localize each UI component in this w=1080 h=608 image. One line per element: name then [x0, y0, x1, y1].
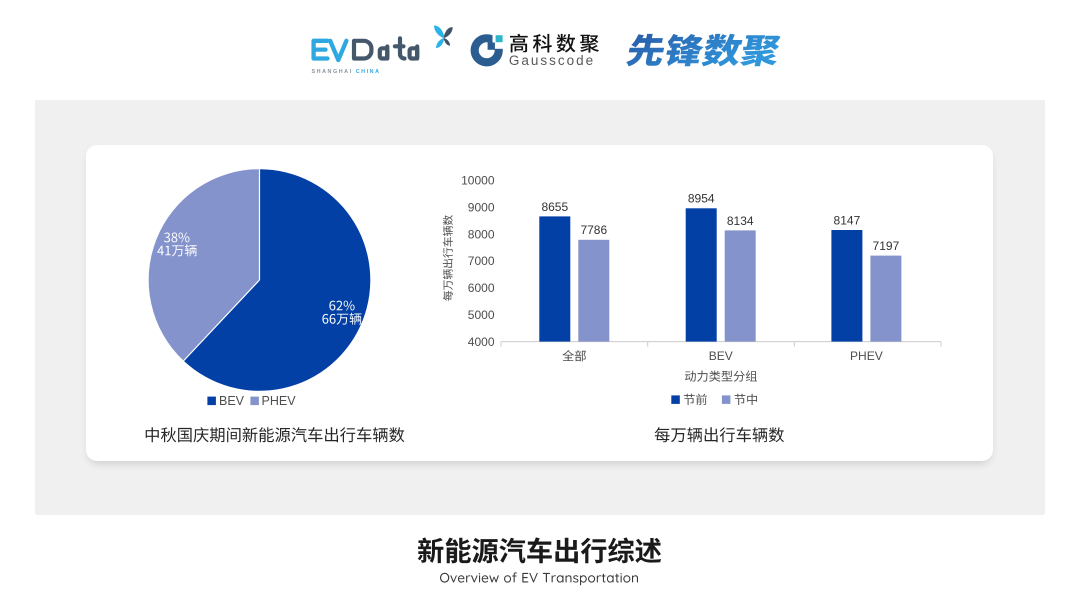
svg-text:8655: 8655	[541, 200, 568, 214]
svg-text:5000: 5000	[468, 308, 495, 322]
svg-text:SHANGHAI CHINA: SHANGHAI CHINA	[312, 69, 381, 75]
svg-text:Gausscode: Gausscode	[509, 53, 595, 68]
svg-text:7197: 7197	[873, 239, 900, 253]
svg-text:7000: 7000	[468, 254, 495, 268]
svg-text:9000: 9000	[468, 200, 495, 214]
svg-text:BEV: BEV	[709, 349, 733, 363]
svg-text:10000: 10000	[461, 174, 495, 188]
svg-text:BEV: BEV	[219, 394, 245, 408]
svg-text:8954: 8954	[688, 192, 715, 206]
svg-text:7786: 7786	[580, 223, 607, 237]
svg-text:4000: 4000	[468, 335, 495, 349]
svg-text:PHEV: PHEV	[262, 394, 297, 408]
svg-text:8000: 8000	[468, 227, 495, 241]
svg-text:8134: 8134	[727, 214, 754, 228]
svg-text:6000: 6000	[468, 281, 495, 295]
svg-text:PHEV: PHEV	[850, 349, 883, 363]
svg-text:8147: 8147	[834, 213, 861, 227]
